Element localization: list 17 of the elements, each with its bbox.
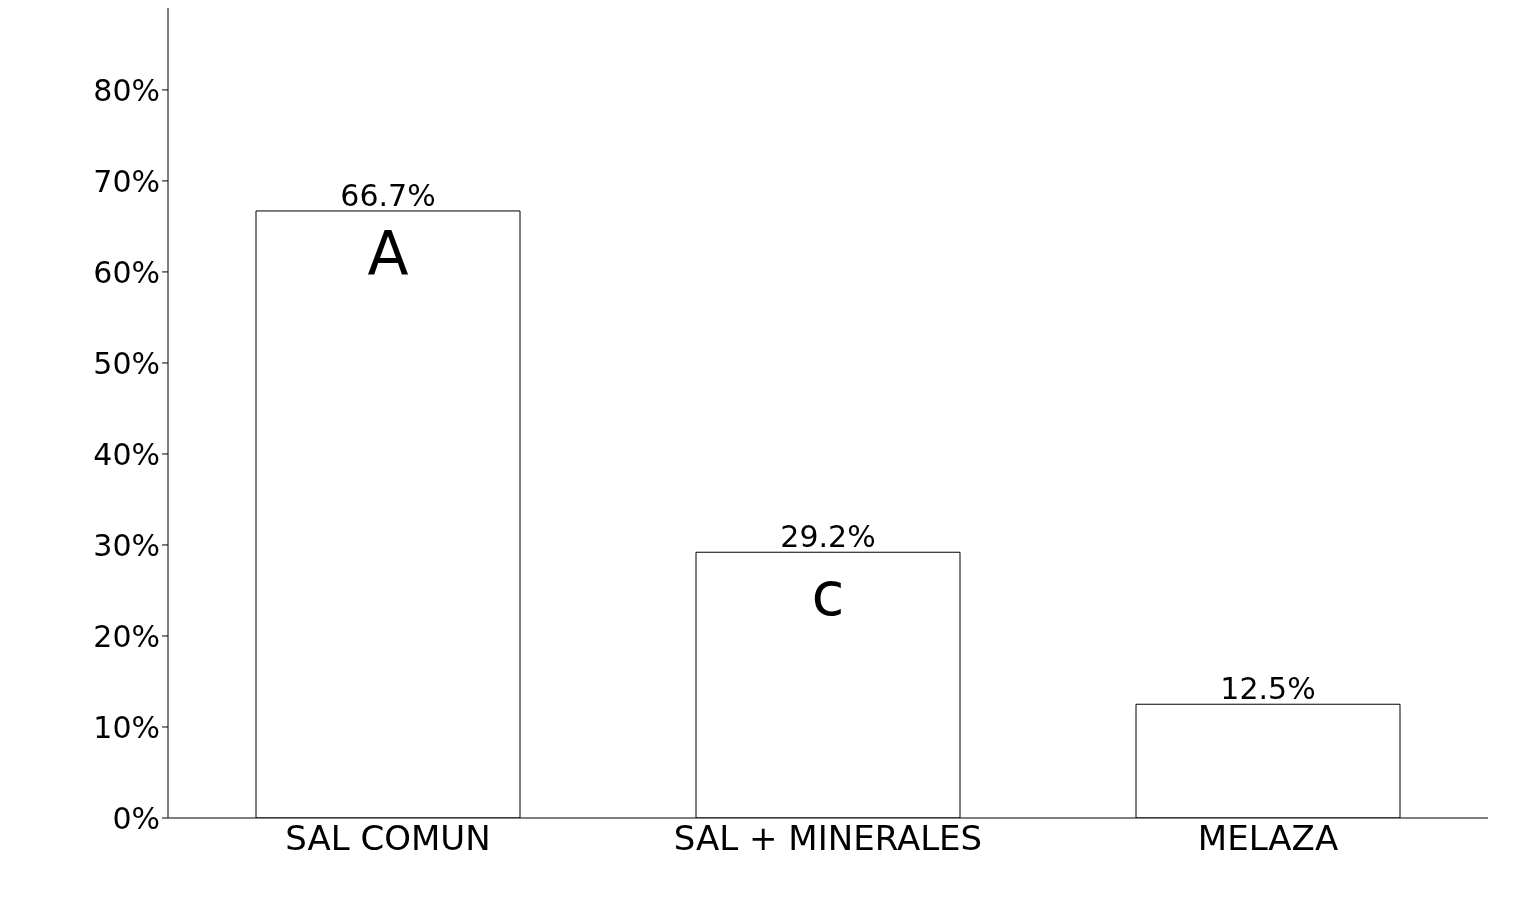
y-tick-label: 0% [112, 800, 160, 836]
annotation: c [811, 558, 845, 629]
y-tick-label: 60% [93, 254, 160, 290]
x-tick-label: MELAZA [1197, 818, 1339, 859]
y-tick-label: 30% [93, 527, 160, 563]
y-tick-label: 70% [93, 163, 160, 199]
y-tick-label: 10% [93, 709, 160, 745]
y-tick-label: 80% [93, 72, 160, 108]
y-tick-label: 40% [93, 436, 160, 472]
y-tick-label: 20% [93, 618, 160, 654]
data-label: 12.5% [1220, 671, 1316, 707]
data-label: 29.2% [780, 519, 876, 555]
annotation: A [367, 217, 409, 288]
x-tick-label: SAL + MINERALES [673, 818, 983, 859]
y-tick-label: 50% [93, 345, 160, 381]
x-tick-label: SAL COMUN [285, 818, 491, 859]
data-label: 66.7% [340, 177, 436, 213]
